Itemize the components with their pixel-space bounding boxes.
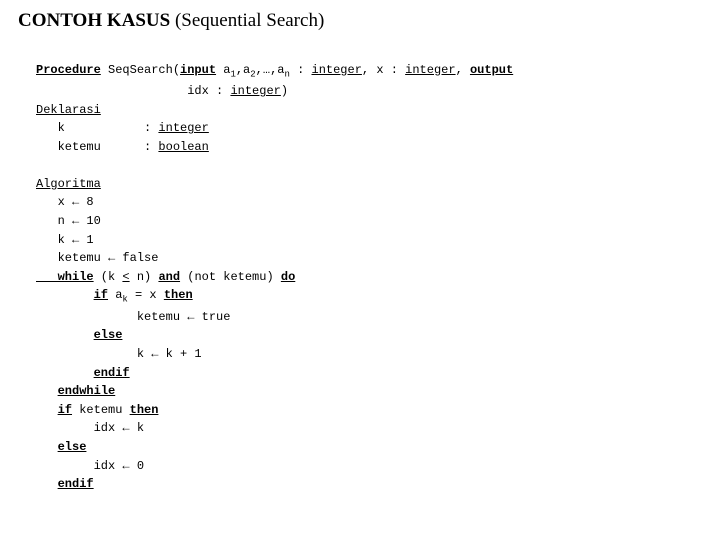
l6b: = x [128,288,164,302]
sig-c4: , [456,63,470,77]
proc-name: SeqSearch( [101,63,180,77]
algo-l5: while (k < n) and (not ketemu) do [36,270,295,284]
title-paren: (Sequential Search) [170,10,324,31]
line-proc2: idx : integer) [36,84,288,98]
kw-then2: then [130,403,159,417]
algo-l11: endwhile [36,384,115,398]
kw-endwhile: endwhile [58,384,116,398]
algo-l8: else [36,328,122,342]
algo-l13: idx ← k [36,421,144,435]
algo-l6: if ak = x then [36,288,193,302]
slide-title: CONTOH KASUS (Sequential Search) [18,10,702,32]
line-proc1: Procedure SeqSearch(input a1,a2,…,an : i… [36,63,513,77]
kw-else2: else [58,440,87,454]
algo-l1: x ← 8 [36,195,94,209]
algo-l9: k ← k + 1 [36,347,202,361]
kw-input: input [180,63,216,77]
sig-c2: ,…,a [256,63,285,77]
type-int3: integer [230,84,280,98]
sig-colon: : [290,63,312,77]
kw-le: < [122,270,129,284]
kw-then1: then [164,288,193,302]
l11pre [36,384,58,398]
l5c: (not ketemu) [180,270,281,284]
algo-l16: endif [36,477,94,491]
sig2-close: ) [281,84,288,98]
l8pre [36,328,94,342]
dekl-l2-type: boolean [158,140,208,154]
l12pre [36,403,58,417]
dekl-l2-pre: ketemu : [36,140,158,154]
l10pre [36,366,94,380]
kw-procedure: Procedure [36,63,101,77]
type-int1: integer [312,63,362,77]
kw-output: output [470,63,513,77]
l12a: ketemu [72,403,130,417]
l5a: (k [94,270,123,284]
kw-if1: if [94,288,108,302]
algo-l7: ketemu ← true [36,310,230,324]
l6pre [36,288,94,302]
kw-and: and [158,270,180,284]
kw-endif1: endif [94,366,130,380]
dekl-label: Deklarasi [36,103,101,117]
algo-l14: else [36,440,86,454]
kw-endif2: endif [58,477,94,491]
dekl-l1-type: integer [158,121,208,135]
algo-l4: ketemu ← false [36,251,158,265]
dekl-l1: k : integer [36,121,209,135]
l14pre [36,440,58,454]
sig-c3: , x : [362,63,405,77]
algo-l12: if ketemu then [36,403,158,417]
dekl-l2: ketemu : boolean [36,140,209,154]
algo-l2: n ← 10 [36,214,101,228]
sig2-pre: idx : [36,84,230,98]
type-int2: integer [405,63,455,77]
title-bold: CONTOH KASUS [18,10,170,31]
sig-a: a [216,63,230,77]
kw-if2: if [58,403,72,417]
sig-c1: ,a [236,63,250,77]
algo-l10: endif [36,366,130,380]
algo-label: Algoritma [36,177,101,191]
algo-l15: idx ← 0 [36,459,144,473]
code-block: Procedure SeqSearch(input a1,a2,…,an : i… [18,42,702,494]
l5b: n) [130,270,159,284]
algo-l3: k ← 1 [36,233,94,247]
kw-do: do [281,270,295,284]
dekl-l1-pre: k : [36,121,158,135]
l16pre [36,477,58,491]
kw-while: while [36,270,94,284]
kw-else1: else [94,328,123,342]
l6a: a [108,288,122,302]
